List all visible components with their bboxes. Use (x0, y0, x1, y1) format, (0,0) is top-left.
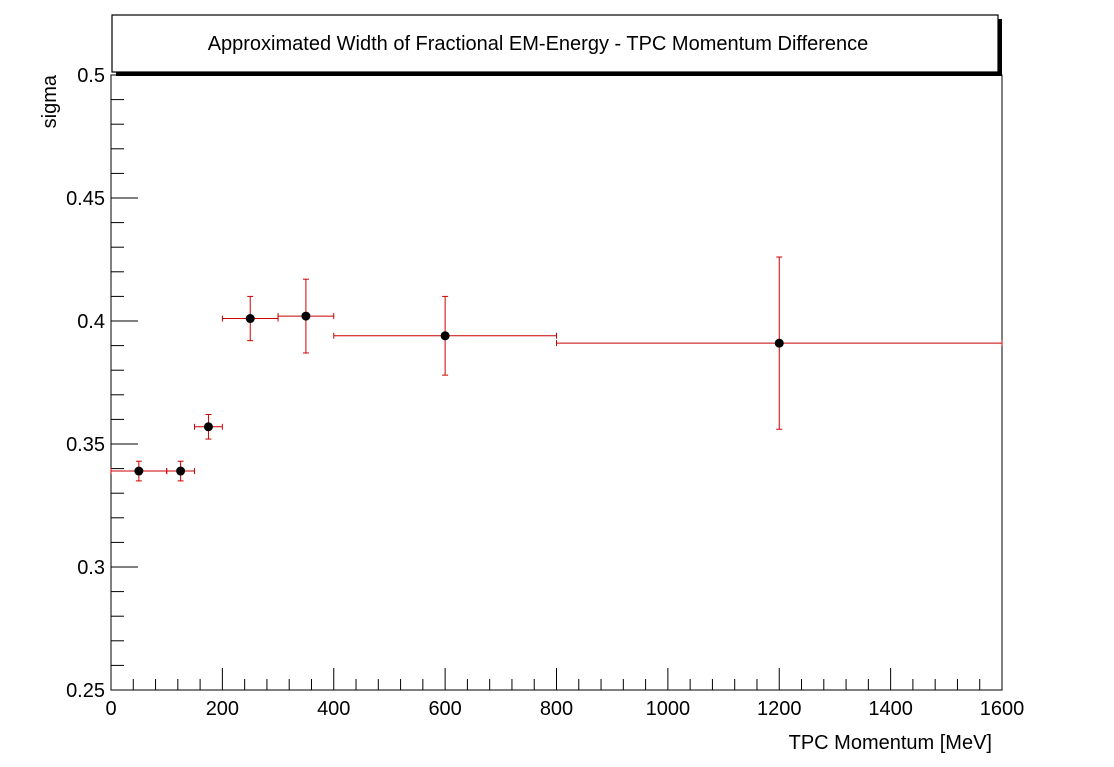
x-tick-label: 800 (540, 698, 573, 720)
data-point (301, 311, 311, 321)
data-point (774, 338, 784, 348)
x-tick-label: 1000 (646, 698, 691, 720)
data-point (176, 466, 186, 476)
y-tick-label: 0.3 (77, 557, 105, 579)
data-point (245, 314, 255, 324)
error-bars (110, 256, 1003, 482)
x-tick-label: 0 (105, 698, 116, 720)
data-point (203, 422, 213, 432)
x-tick-labels: 0 200 400 600 800 1000 1200 1400 1600 (105, 698, 1024, 720)
x-tick-label: 1200 (757, 698, 802, 720)
x-tick-label: 400 (317, 698, 350, 720)
y-tick-label: 0.5 (77, 65, 105, 87)
title-box: Approximated Width of Fractional EM-Ener… (111, 14, 1002, 76)
x-axis (110, 668, 1003, 690)
data-point (440, 331, 450, 341)
x-tick-label: 1400 (868, 698, 913, 720)
x-tick-label: 200 (206, 698, 239, 720)
x-tick-label: 600 (428, 698, 461, 720)
y-axis (111, 74, 138, 691)
y-tick-label: 0.4 (77, 311, 105, 333)
title-box-frame (111, 14, 999, 73)
x-axis-label: TPC Momentum [MeV] (789, 732, 992, 754)
y-tick-label: 0.45 (66, 188, 105, 210)
y-tick-labels: 0.25 0.3 0.35 0.4 0.45 0.5 (66, 65, 105, 702)
y-tick-label: 0.35 (66, 434, 105, 456)
plot-frame (110, 74, 1003, 691)
data-points (134, 311, 784, 476)
y-tick-label: 0.25 (66, 680, 105, 702)
y-axis-label: sigma (39, 74, 61, 128)
chart-title: Approximated Width of Fractional EM-Ener… (208, 33, 869, 55)
x-tick-label: 1600 (980, 698, 1025, 720)
data-point (134, 466, 144, 476)
